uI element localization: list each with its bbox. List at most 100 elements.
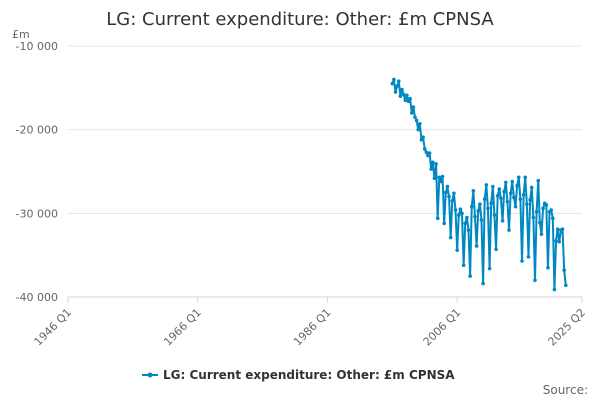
data-point <box>500 219 505 223</box>
y-tick-label: -30 000 <box>16 207 58 220</box>
data-point <box>494 247 498 252</box>
data-point <box>533 278 537 283</box>
data-point <box>429 167 434 171</box>
data-point <box>563 283 568 288</box>
chart-title: LG: Current expenditure: Other: £m CPNSA <box>106 9 494 30</box>
x-tick-label: 1946 Q1 <box>32 306 75 349</box>
data-point <box>520 259 524 263</box>
data-point <box>555 227 560 232</box>
data-point <box>468 274 472 278</box>
data-point <box>518 197 523 201</box>
data-point <box>497 187 502 191</box>
data-point <box>487 266 492 271</box>
data-point <box>450 198 455 203</box>
data-point <box>482 197 487 201</box>
data-point <box>503 180 508 185</box>
data-point <box>557 239 562 244</box>
data-point <box>512 195 516 200</box>
data-point <box>414 118 419 123</box>
data-point <box>445 184 450 189</box>
data-point <box>526 255 531 259</box>
legend-symbol-marker <box>147 372 153 378</box>
data-point <box>439 179 443 184</box>
data-point <box>400 87 404 92</box>
data-point <box>471 188 476 193</box>
data-point <box>431 160 435 165</box>
data-point <box>481 281 485 286</box>
data-point <box>507 228 511 232</box>
data-point <box>538 220 542 225</box>
data-point <box>479 218 484 222</box>
data-point <box>521 193 526 197</box>
data-point <box>460 211 464 216</box>
data-point <box>554 239 558 243</box>
data-point <box>534 209 539 214</box>
data-point <box>437 175 442 180</box>
data-point <box>562 268 566 273</box>
data-point <box>486 206 490 211</box>
data-point <box>465 215 469 220</box>
series-line <box>391 78 567 291</box>
legend-label: LG: Current expenditure: Other: £m CPNSA <box>163 368 455 382</box>
data-point <box>544 203 549 207</box>
data-point <box>390 81 395 86</box>
data-point <box>523 175 528 180</box>
data-point <box>476 209 481 213</box>
data-point <box>551 216 555 221</box>
data-point <box>539 232 544 237</box>
data-point <box>515 183 519 188</box>
data-point <box>466 228 471 232</box>
data-point <box>528 198 532 202</box>
data-point <box>529 185 534 190</box>
data-point <box>508 191 513 196</box>
y-axis-ticks: -10 000 -20 000 -30 000 -40 000 <box>16 40 58 304</box>
data-point <box>411 105 416 109</box>
data-point <box>396 79 401 83</box>
data-point <box>434 162 438 166</box>
x-tick-label: 2025 Q2 <box>546 306 589 349</box>
data-point <box>560 227 565 232</box>
data-point <box>442 221 446 226</box>
data-point <box>531 215 536 220</box>
data-point <box>409 111 414 115</box>
legend[interactable]: LG: Current expenditure: Other: £m CPNSA <box>142 368 455 382</box>
data-point <box>403 98 408 103</box>
data-point <box>424 150 429 155</box>
data-point <box>408 96 412 101</box>
data-point <box>469 204 474 209</box>
data-point <box>463 221 468 226</box>
data-point <box>447 194 451 199</box>
data-point <box>456 213 461 217</box>
data-point <box>536 178 541 183</box>
data-point <box>405 93 409 98</box>
data-point <box>453 208 458 212</box>
data-point <box>552 287 557 292</box>
x-tick-label: 1966 Q1 <box>161 306 204 349</box>
data-point <box>505 199 510 204</box>
data-point <box>398 94 403 98</box>
data-point <box>393 90 398 94</box>
data-point <box>418 122 422 126</box>
data-point <box>461 263 466 268</box>
source-label[interactable]: Source: <box>543 383 588 397</box>
y-tick-label: -40 000 <box>16 291 58 304</box>
data-point <box>495 193 500 198</box>
data-point <box>416 127 421 132</box>
data-point <box>392 77 396 82</box>
y-tick-label: -20 000 <box>16 124 58 137</box>
data-point <box>473 214 477 219</box>
data-point <box>444 190 448 195</box>
data-point <box>516 175 521 180</box>
data-point <box>492 213 497 217</box>
x-tick-label: 1986 Q1 <box>291 306 334 349</box>
data-point <box>401 92 406 97</box>
data-point <box>421 135 425 139</box>
data-point <box>440 174 445 179</box>
data-point <box>455 248 459 252</box>
data-point <box>478 202 482 206</box>
data-point <box>422 147 427 151</box>
data-point <box>541 206 545 211</box>
data-point <box>499 196 503 201</box>
data-point <box>525 202 529 206</box>
